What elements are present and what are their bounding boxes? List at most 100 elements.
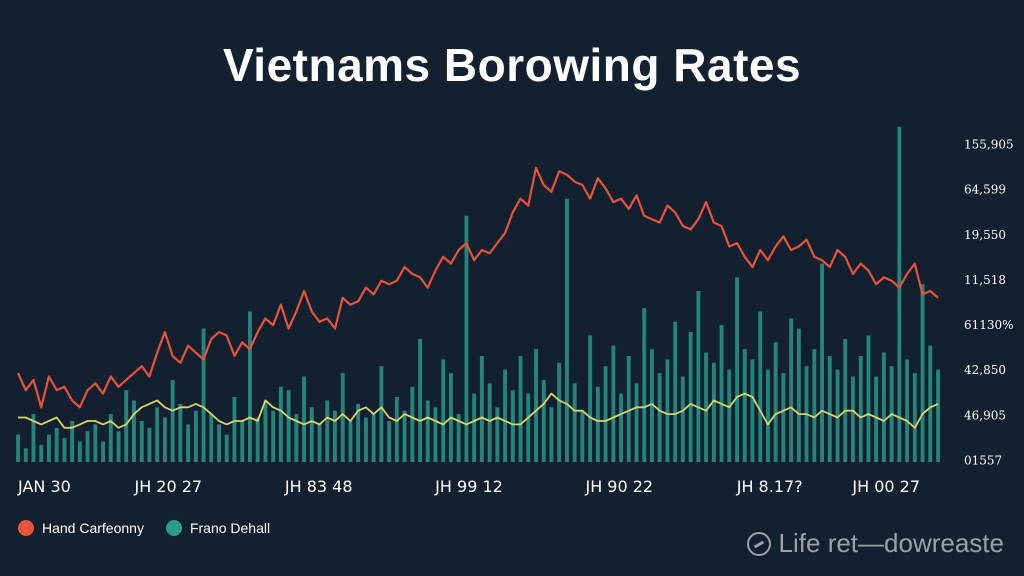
bar-70 xyxy=(557,362,562,462)
bar-112 xyxy=(881,352,886,462)
bar-88 xyxy=(696,291,701,462)
bar-100 xyxy=(789,318,794,462)
bar-78 xyxy=(619,393,623,462)
bar-106 xyxy=(835,369,840,462)
bar-91 xyxy=(719,325,724,462)
bar-28 xyxy=(232,397,237,462)
bar-99 xyxy=(781,373,786,462)
bar-59 xyxy=(472,393,477,462)
bar-35 xyxy=(286,390,291,462)
bar-53 xyxy=(425,400,430,462)
bar-41 xyxy=(333,410,337,462)
bar-21 xyxy=(178,403,183,462)
bar-119 xyxy=(936,369,940,462)
bar-101 xyxy=(796,328,801,462)
bar-23 xyxy=(193,410,198,462)
bar-2 xyxy=(31,414,36,462)
y-tick-label: 42,850 xyxy=(964,363,1006,377)
x-tick-label: JH 8.17? xyxy=(736,477,803,496)
watermark-text: Life ret—dowreaste xyxy=(778,528,1004,558)
y-tick-label: 155,905 xyxy=(964,138,1014,152)
logo-icon xyxy=(746,531,771,556)
bar-42 xyxy=(340,373,345,462)
bar-3 xyxy=(39,444,44,462)
bar-33 xyxy=(271,410,276,462)
legend-label: Hand Carfeonny xyxy=(42,520,144,536)
bar-29 xyxy=(240,421,245,462)
bar-8 xyxy=(77,441,82,462)
legend-item-hand-carfeonny[interactable]: Hand Carfeonny xyxy=(18,520,144,536)
bar-37 xyxy=(302,376,306,462)
y-tick-label: 19,550 xyxy=(964,228,1006,242)
y-tick-label: 01557 xyxy=(964,454,1002,468)
bar-82 xyxy=(650,349,654,462)
bar-109 xyxy=(858,356,863,462)
y-tick-label: 11,518 xyxy=(964,273,1006,287)
bar-80 xyxy=(634,383,639,462)
bar-92 xyxy=(727,369,732,462)
bar-74 xyxy=(588,335,593,462)
bar-55 xyxy=(441,359,446,462)
bar-72 xyxy=(572,383,577,462)
bar-98 xyxy=(773,342,778,462)
bar-84 xyxy=(665,359,670,462)
bar-57 xyxy=(456,414,461,462)
bar-86 xyxy=(680,376,685,462)
bar-108 xyxy=(851,376,855,462)
bar-49 xyxy=(394,397,399,462)
legend-item-frano-dehall[interactable]: Frano Dehall xyxy=(165,520,271,536)
bar-111 xyxy=(874,376,879,462)
bar-38 xyxy=(309,407,314,462)
x-tick-label: JH 00 27 xyxy=(851,477,920,496)
bar-52 xyxy=(418,338,422,462)
line-series xyxy=(16,166,939,429)
bar-61 xyxy=(487,383,492,462)
bar-58 xyxy=(464,215,469,462)
bar-6 xyxy=(62,438,67,462)
bar-51 xyxy=(410,386,415,462)
bar-63 xyxy=(503,369,507,462)
bar-117 xyxy=(920,284,925,462)
bar-34 xyxy=(278,386,283,462)
x-tick-label: JH 99 12 xyxy=(434,477,503,496)
chart-title: Vietnams Borowing Rates xyxy=(222,39,802,91)
watermark: Life ret—dowreaste xyxy=(746,528,1004,559)
bar-67 xyxy=(534,349,538,462)
bar-43 xyxy=(348,421,353,462)
y-axis: 155,905 64,599 19,550 11,518 61130% 42,850 46,… xyxy=(964,138,1014,468)
bar-103 xyxy=(812,349,817,462)
bar-69 xyxy=(549,407,554,462)
x-tick-label: JH 20 27 xyxy=(133,477,202,496)
x-tick-label: JH 90 22 xyxy=(584,477,653,496)
y-tick-label: 61130% xyxy=(964,318,1014,332)
legend-swatch xyxy=(165,520,182,536)
bar-68 xyxy=(541,379,546,462)
bar-75 xyxy=(595,386,600,462)
bar-17 xyxy=(147,427,152,462)
bar-39 xyxy=(317,424,322,462)
y-tick-label: 64,599 xyxy=(964,183,1006,197)
bar-105 xyxy=(827,356,832,462)
bar-44 xyxy=(356,403,361,462)
bar-110 xyxy=(866,335,871,462)
bar-71 xyxy=(565,198,569,462)
bar-15 xyxy=(132,400,136,462)
bar-94 xyxy=(742,349,747,462)
bar-45 xyxy=(364,417,368,462)
legend-label: Frano Dehall xyxy=(189,520,271,536)
x-axis: JAN 30 JH 20 27 JH 83 48 JH 99 12 JH 90 22 JH… xyxy=(17,477,920,496)
bar-85 xyxy=(673,321,678,462)
bar-60 xyxy=(479,356,484,462)
bar-107 xyxy=(843,338,848,462)
y-tick-label: 46,905 xyxy=(964,408,1006,422)
bar-12 xyxy=(108,414,113,462)
bar-89 xyxy=(704,352,708,462)
bar-77 xyxy=(611,345,616,462)
bar-10 xyxy=(93,424,98,462)
bar-104 xyxy=(820,263,824,462)
bar-13 xyxy=(116,431,121,462)
bar-31 xyxy=(255,417,260,462)
bar-9 xyxy=(85,431,90,462)
bar-5 xyxy=(54,427,59,462)
